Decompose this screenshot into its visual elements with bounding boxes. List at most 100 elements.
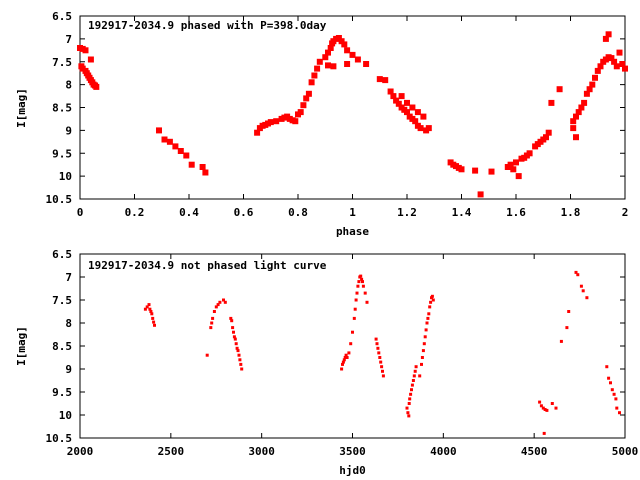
data-point xyxy=(177,148,184,154)
data-point xyxy=(420,356,424,359)
data-point xyxy=(618,411,621,415)
data-point xyxy=(342,358,346,362)
unphased-light-curve-panel: 2000 2500 3000 3500 4000 4500 5000 6.5 7 7.5 8 8.5 9… xyxy=(15,248,638,477)
data-point xyxy=(218,300,222,304)
y-tick-label: 9 xyxy=(65,124,72,137)
y-tick-label: 7 xyxy=(65,271,72,284)
data-point xyxy=(357,280,361,284)
x-tick-label: 0 xyxy=(77,206,84,219)
data-point xyxy=(556,86,563,93)
data-point xyxy=(573,113,579,120)
data-point xyxy=(605,31,612,38)
data-point xyxy=(363,291,367,295)
data-point xyxy=(575,109,582,116)
data-point xyxy=(458,166,465,173)
y-tick-label: 9.5 xyxy=(52,147,72,160)
data-point xyxy=(355,291,359,295)
data-point xyxy=(297,109,304,116)
x-tick-label: 0.2 xyxy=(125,206,145,219)
data-point xyxy=(398,93,405,100)
data-point xyxy=(422,342,426,346)
data-point xyxy=(353,307,357,311)
plot-frame xyxy=(79,15,626,200)
data-point xyxy=(374,337,378,341)
data-point xyxy=(472,167,479,174)
data-point xyxy=(335,35,342,41)
data-point xyxy=(231,326,235,330)
y-tick-label: 8.5 xyxy=(52,102,72,115)
x-tick-label: 0.6 xyxy=(234,206,254,219)
data-point xyxy=(230,319,234,323)
data-point xyxy=(418,374,422,378)
data-point xyxy=(614,397,618,401)
data-point xyxy=(510,166,517,173)
y-tick-label: 7.5 xyxy=(52,56,72,69)
data-point xyxy=(172,143,179,150)
data-point xyxy=(538,400,542,404)
data-point xyxy=(148,307,152,311)
data-point xyxy=(376,76,383,83)
data-point xyxy=(586,86,593,93)
data-point xyxy=(93,83,100,90)
y-axis-label: I[mag] xyxy=(15,326,28,366)
data-point xyxy=(410,388,413,392)
data-point xyxy=(381,369,384,373)
data-point xyxy=(406,411,410,415)
y-tick-label: 10 xyxy=(59,170,72,183)
data-point xyxy=(347,351,351,355)
data-point xyxy=(431,298,435,302)
data-point xyxy=(209,326,213,330)
data-point xyxy=(380,365,384,369)
data-point xyxy=(429,300,433,304)
y-tick-label: 8 xyxy=(65,317,72,330)
data-point xyxy=(378,356,382,359)
data-point xyxy=(267,119,274,126)
data-point xyxy=(605,365,609,369)
data-point xyxy=(351,330,354,334)
x-tick-label: 1 xyxy=(349,206,356,219)
data-point xyxy=(615,406,619,410)
data-point xyxy=(576,273,580,277)
y-axis-label: I[mag] xyxy=(15,88,28,128)
x-tick-label: 0.8 xyxy=(288,206,308,219)
data-point xyxy=(325,62,331,69)
x-tick-label: 1.6 xyxy=(506,206,526,219)
data-point xyxy=(407,414,411,418)
data-point xyxy=(619,61,626,67)
data-point xyxy=(488,168,495,175)
data-point xyxy=(570,125,577,132)
data-point xyxy=(308,79,315,86)
x-tick-label: 3000 xyxy=(248,445,275,458)
data-point xyxy=(273,118,280,125)
data-point xyxy=(594,67,601,74)
data-point xyxy=(344,61,351,67)
data-point xyxy=(550,402,554,405)
data-point xyxy=(188,161,195,168)
data-point xyxy=(607,376,611,380)
data-point xyxy=(361,284,365,288)
data-point xyxy=(425,321,429,325)
data-point xyxy=(82,47,89,54)
x-axis-label: phase xyxy=(336,225,369,238)
x-tick-label: 1.8 xyxy=(561,206,581,219)
data-point xyxy=(612,392,616,396)
data-point xyxy=(409,104,416,111)
data-point xyxy=(414,109,421,116)
data-point xyxy=(145,305,149,309)
data-point xyxy=(409,392,413,396)
data-point xyxy=(223,300,227,304)
y-tick-label: 9 xyxy=(65,363,72,376)
data-point xyxy=(573,134,579,141)
data-point xyxy=(411,379,415,382)
data-point xyxy=(234,342,238,346)
data-point xyxy=(153,323,156,327)
data-point xyxy=(539,404,543,408)
x-tick-label: 4500 xyxy=(521,445,548,458)
y-tick-label: 6.5 xyxy=(52,10,72,23)
data-point xyxy=(341,360,345,364)
data-point xyxy=(554,406,558,410)
x-tick-label: 4000 xyxy=(430,445,457,458)
data-point xyxy=(622,65,628,72)
data-point xyxy=(211,316,215,320)
data-point xyxy=(387,88,394,95)
